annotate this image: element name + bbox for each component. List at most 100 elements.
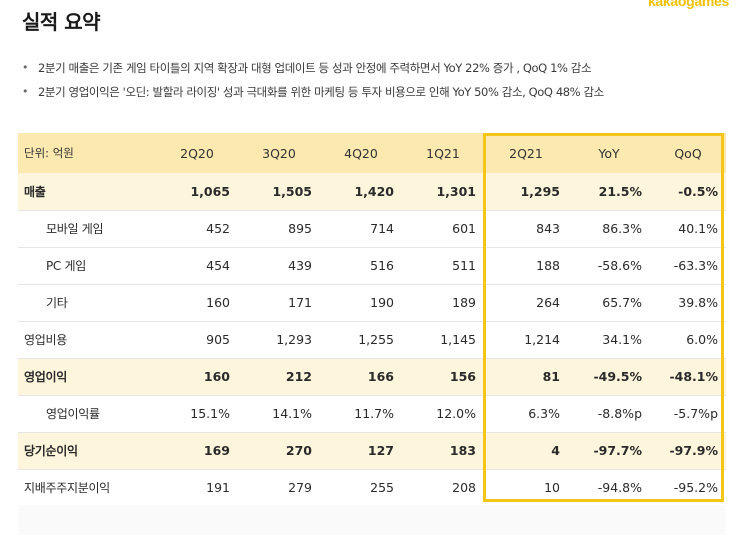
results-table: 단위: 억원 2Q20 3Q20 4Q20 1Q21 2Q21 YoY QoQ … xyxy=(18,133,726,507)
row-label: 기타 xyxy=(46,296,68,310)
table-cell: 1,301 xyxy=(436,183,476,199)
bullet-dot-icon: • xyxy=(22,85,29,98)
row-label: 당기순이익 xyxy=(24,444,78,458)
table-cell: 516 xyxy=(370,258,394,273)
column-header: QoQ xyxy=(674,145,702,161)
table-cell: 81 xyxy=(542,369,560,384)
table-cell: 188 xyxy=(536,258,560,273)
row-label: 지배주주지분이익 xyxy=(24,481,110,495)
table-cell: 255 xyxy=(370,480,394,495)
table-cell: 452 xyxy=(206,221,230,236)
table-header-row: 단위: 억원 2Q20 3Q20 4Q20 1Q21 2Q21 YoY QoQ xyxy=(18,133,726,173)
table-row-operating-expenses: 영업비용 905 1,293 1,255 1,145 1,214 34.1% 6… xyxy=(18,321,726,358)
column-header: 2Q20 xyxy=(180,145,214,161)
table-cell: 156 xyxy=(449,369,476,384)
table-cell: 1,505 xyxy=(272,183,312,199)
bullet-dot-icon: • xyxy=(22,61,29,74)
unit-label: 단위: 억원 xyxy=(24,146,74,160)
table-cell: 189 xyxy=(452,295,476,310)
table-cell: 14.1% xyxy=(272,406,312,421)
table-cell: -97.7% xyxy=(593,443,642,458)
table-cell: 171 xyxy=(288,295,312,310)
table-cell: 264 xyxy=(536,295,560,310)
table-cell: 86.3% xyxy=(602,221,642,236)
table-cell: 160 xyxy=(206,295,230,310)
kakaogames-logo: kakaogames xyxy=(647,0,729,9)
column-header: 4Q20 xyxy=(344,145,378,161)
table-row-operating-profit: 영업이익 160 212 166 156 81 -49.5% -48.1% xyxy=(18,358,726,395)
table-cell: 439 xyxy=(288,258,312,273)
table-cell: -63.3% xyxy=(673,258,718,273)
table-cell: 270 xyxy=(285,443,312,458)
table-cell: 4 xyxy=(551,443,560,458)
table-row-controlling-interest: 지배주주지분이익 191 279 255 208 10 -94.8% -95.2… xyxy=(18,469,726,506)
table-row-revenue: 매출 1,065 1,505 1,420 1,301 1,295 21.5% -… xyxy=(18,173,726,210)
table-cell: 12.0% xyxy=(436,406,476,421)
table-cell: 1,295 xyxy=(520,183,560,199)
table-cell: 183 xyxy=(449,443,476,458)
row-label: 매출 xyxy=(24,184,46,199)
table-cell: -95.2% xyxy=(673,480,718,495)
row-label: 영업비용 xyxy=(24,333,67,347)
table-cell: 190 xyxy=(370,295,394,310)
bullet-item: • 2분기 영업이익은 '오딘: 발할라 라이징' 성과 극대화를 위한 마케팅 … xyxy=(22,84,737,108)
column-header: 3Q20 xyxy=(262,145,296,161)
table-cell: 208 xyxy=(452,480,476,495)
column-header: 1Q21 xyxy=(426,145,460,161)
table-cell: 40.1% xyxy=(678,221,718,236)
table-cell: 15.1% xyxy=(190,406,230,421)
table-cell: 279 xyxy=(288,480,312,495)
table-cell: -48.1% xyxy=(669,369,718,384)
table-cell: 169 xyxy=(203,443,230,458)
table-cell: 212 xyxy=(285,369,312,384)
table-cell: 10 xyxy=(544,480,560,495)
table-cell: 39.8% xyxy=(678,295,718,310)
table-cell: 21.5% xyxy=(598,183,642,199)
table-cell: 454 xyxy=(206,258,230,273)
table-cell: 6.0% xyxy=(686,332,718,347)
table-cell: 1,293 xyxy=(276,332,312,347)
table-cell: -0.5% xyxy=(678,183,718,199)
row-label: 영업이익 xyxy=(24,370,67,384)
table-cell: 1,145 xyxy=(440,332,476,347)
column-header: YoY xyxy=(598,145,620,161)
page-title: 실적 요약 xyxy=(22,10,101,34)
summary-bullets: • 2분기 매출은 기존 게임 타이틀의 지역 확장과 대형 업데이트 등 성과 … xyxy=(22,60,737,108)
table-cell: 895 xyxy=(288,221,312,236)
bullet-text: 2분기 매출은 기존 게임 타이틀의 지역 확장과 대형 업데이트 등 성과 안… xyxy=(38,61,592,75)
table-cell: 1,255 xyxy=(358,332,394,347)
table-cell: -49.5% xyxy=(593,369,642,384)
table-cell: 166 xyxy=(367,369,394,384)
table-cell: 11.7% xyxy=(354,406,394,421)
table-row-other: 기타 160 171 190 189 264 65.7% 39.8% xyxy=(18,284,726,321)
table-cell: 1,420 xyxy=(354,183,394,199)
table-cell: 714 xyxy=(370,221,394,236)
table-row-pc-game: PC 게임 454 439 516 511 188 -58.6% -63.3% xyxy=(18,247,726,284)
table-row-net-income: 당기순이익 169 270 127 183 4 -97.7% -97.9% xyxy=(18,432,726,469)
table-cell: 1,065 xyxy=(190,183,230,199)
table-cell: -5.7%p xyxy=(673,406,718,421)
table-cell: 511 xyxy=(452,258,476,273)
table-cell: -97.9% xyxy=(669,443,718,458)
row-label: PC 게임 xyxy=(46,259,87,273)
bottom-shade xyxy=(18,505,726,535)
table-cell: 6.3% xyxy=(528,406,560,421)
table-cell: 601 xyxy=(452,221,476,236)
table-cell: 843 xyxy=(536,221,560,236)
table-cell: -94.8% xyxy=(597,480,642,495)
table-cell: 160 xyxy=(203,369,230,384)
table-row-operating-margin: 영업이익률 15.1% 14.1% 11.7% 12.0% 6.3% -8.8%… xyxy=(18,395,726,432)
table-cell: 191 xyxy=(206,480,230,495)
table-row-mobile-game: 모바일 게임 452 895 714 601 843 86.3% 40.1% xyxy=(18,210,726,247)
bullet-item: • 2분기 매출은 기존 게임 타이틀의 지역 확장과 대형 업데이트 등 성과 … xyxy=(22,60,737,84)
row-label: 모바일 게임 xyxy=(46,222,104,236)
table-cell: 1,214 xyxy=(524,332,560,347)
column-header: 2Q21 xyxy=(509,145,543,161)
bullet-text: 2분기 영업이익은 '오딘: 발할라 라이징' 성과 극대화를 위한 마케팅 등… xyxy=(38,85,604,99)
results-table-container: 단위: 억원 2Q20 3Q20 4Q20 1Q21 2Q21 YoY QoQ … xyxy=(18,133,726,507)
table-cell: -8.8%p xyxy=(597,406,642,421)
table-cell: -58.6% xyxy=(597,258,642,273)
table-cell: 65.7% xyxy=(602,295,642,310)
row-label: 영업이익률 xyxy=(46,407,100,421)
table-cell: 905 xyxy=(206,332,230,347)
